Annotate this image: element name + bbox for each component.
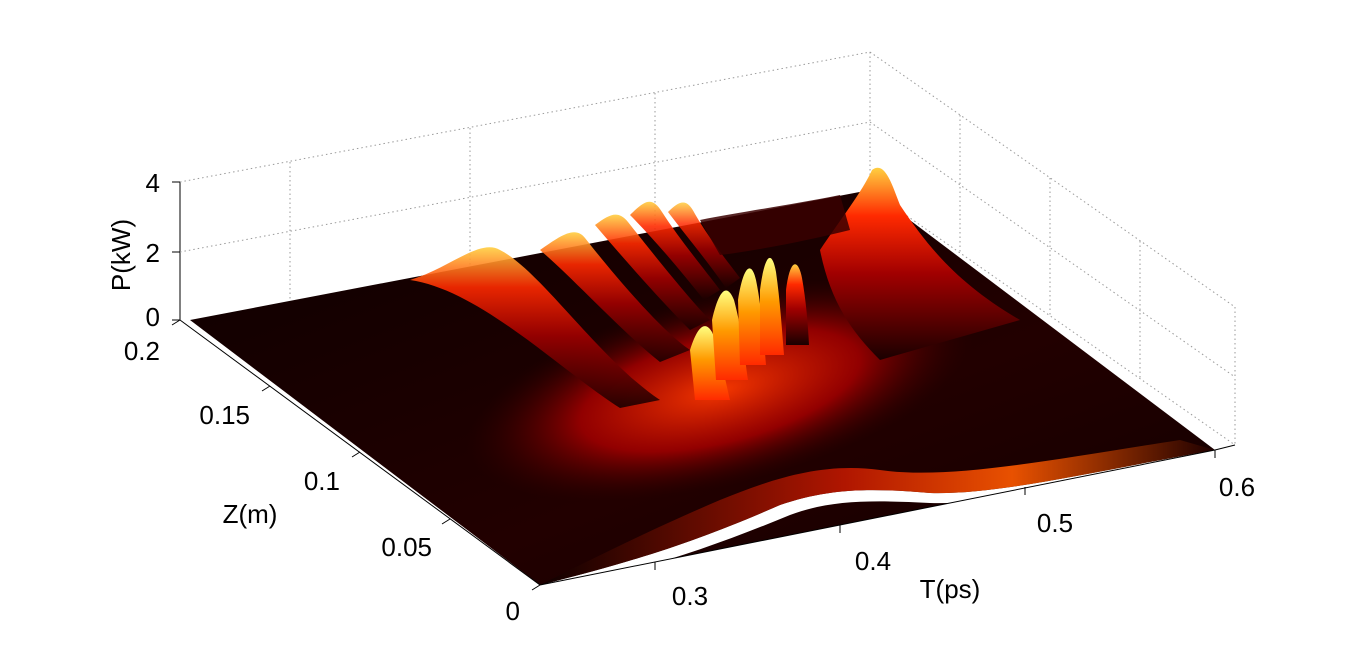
- x-tick-label: 0.4: [855, 546, 891, 576]
- z-tick-label: 4: [146, 168, 160, 198]
- y-tick-label: 0.15: [199, 400, 250, 430]
- ridge-mid-1: [540, 232, 690, 362]
- z-tick-label: 0: [146, 302, 160, 332]
- peak-2: [712, 290, 748, 380]
- surface-mesh: [190, 167, 1215, 592]
- z-tick-label: 2: [146, 238, 160, 268]
- surface-front-edge: [540, 450, 1215, 592]
- surface-front-face: [540, 440, 1215, 585]
- x-tick-labels: 0.3 0.4 0.5 0.6: [672, 472, 1255, 611]
- ridge-left: [410, 247, 660, 408]
- ridge-mid-4: [668, 202, 740, 288]
- y-tick-label: 0.1: [304, 466, 340, 496]
- y-tick-label: 0.2: [124, 336, 160, 366]
- ridge-mid-2: [595, 214, 710, 330]
- peak-5: [786, 264, 809, 345]
- x-tick-label: 0.3: [672, 581, 708, 611]
- peak-1: [690, 326, 730, 400]
- back-grid: [179, 51, 1236, 446]
- y-tick-label: 0: [506, 596, 520, 626]
- ridge-right-back: [700, 195, 850, 255]
- peak-3: [738, 268, 766, 365]
- peak-4: [760, 257, 784, 355]
- tick-marks: [171, 181, 1216, 591]
- x-axis-label: T(ps): [920, 574, 981, 604]
- y-axis-label: Z(m): [223, 499, 278, 529]
- x-tick-label: 0.5: [1037, 508, 1073, 538]
- x-tick-label: 0.6: [1219, 472, 1255, 502]
- z-tick-labels: 4 2 0: [146, 168, 160, 332]
- ridge-mid-3: [630, 201, 720, 300]
- y-tick-label: 0.05: [381, 532, 432, 562]
- z-axis-label: P(kW): [106, 219, 136, 291]
- ridge-right: [820, 167, 1020, 360]
- y-tick-labels: 0.2 0.15 0.1 0.05 0: [124, 336, 520, 626]
